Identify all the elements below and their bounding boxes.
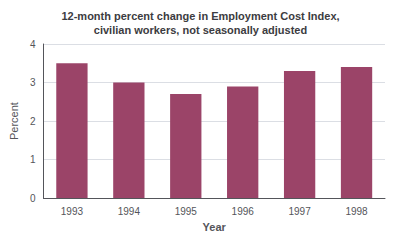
svg-text:1994: 1994 [118,206,141,217]
svg-text:4: 4 [30,39,36,50]
svg-text:2: 2 [30,116,36,127]
svg-text:0: 0 [30,193,36,204]
svg-text:1993: 1993 [61,206,84,217]
svg-text:1: 1 [30,154,36,165]
svg-text:12-month percent change in Emp: 12-month percent change in Employment Co… [61,10,339,22]
svg-text:Year: Year [203,221,227,233]
svg-text:1996: 1996 [232,206,255,217]
svg-text:3: 3 [30,77,36,88]
svg-text:1995: 1995 [175,206,198,217]
svg-text:1998: 1998 [345,206,368,217]
svg-text:Percent: Percent [8,102,20,140]
svg-text:1997: 1997 [288,206,311,217]
svg-text:civilian workers, not seasonal: civilian workers, not seasonally adjuste… [94,24,307,36]
